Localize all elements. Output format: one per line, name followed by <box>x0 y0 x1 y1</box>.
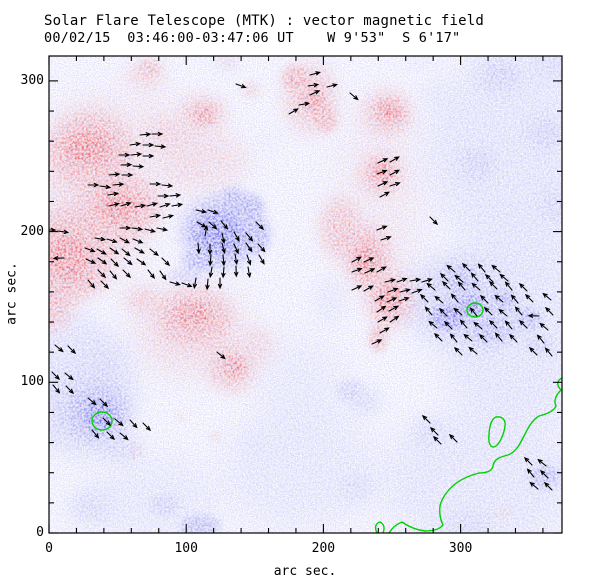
x-tick-label: 200 <box>311 541 336 556</box>
axis-ticks <box>48 56 562 534</box>
x-axis-label: arc sec. <box>273 564 337 579</box>
figure-title-line1: Solar Flare Telescope (MTK) : vector mag… <box>44 13 485 29</box>
field-map <box>49 56 562 533</box>
axis-box <box>48 55 563 534</box>
y-tick-label: 300 <box>20 72 44 88</box>
vector-arrows <box>49 71 554 491</box>
y-tick-label: 200 <box>20 223 44 239</box>
x-tick-label: 300 <box>448 541 473 556</box>
x-tick-label: 0 <box>45 541 53 556</box>
y-tick-label: 0 <box>36 525 44 540</box>
x-tick-label: 100 <box>174 541 198 556</box>
blue-noise-overlay <box>49 56 562 533</box>
figure-title-line2: 00/02/15 03:46:00-03:47:06 UT W 9'53" S … <box>44 30 461 46</box>
y-tick-label: 100 <box>20 374 44 390</box>
contour-lines <box>91 302 562 533</box>
